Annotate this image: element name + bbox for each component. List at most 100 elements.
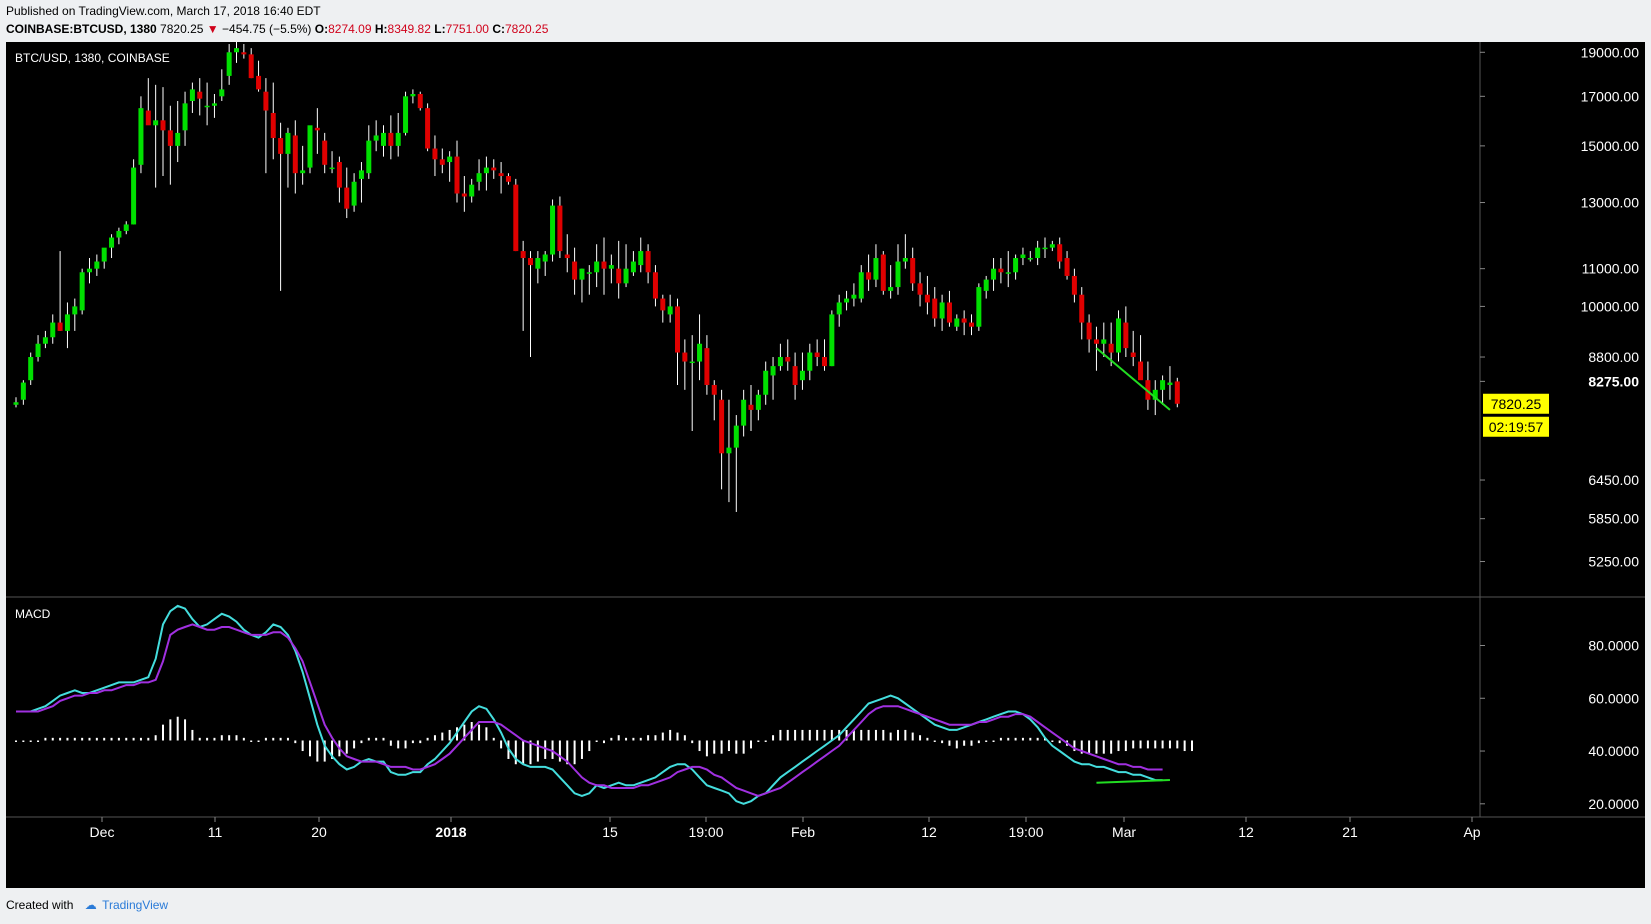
candle-down xyxy=(417,93,423,109)
macd-histogram-bar xyxy=(301,740,304,752)
macd-histogram-bar xyxy=(794,729,797,741)
candle-down xyxy=(344,187,350,209)
macd-histogram-bar xyxy=(59,737,62,741)
candle-up xyxy=(667,306,673,315)
macd-histogram-bar xyxy=(132,737,135,741)
macd-histogram-bar xyxy=(316,740,319,762)
candle-up xyxy=(358,170,364,179)
candle-down xyxy=(719,399,725,454)
time-tick-label: 21 xyxy=(1342,824,1358,840)
candle-down xyxy=(814,352,820,358)
macd-histogram-bar xyxy=(463,724,466,741)
candle-down xyxy=(241,52,247,55)
tradingview-logo-icon[interactable]: ☁ xyxy=(84,898,97,912)
candle-up xyxy=(991,268,997,280)
macd-histogram-bar xyxy=(1021,737,1024,741)
candle-up xyxy=(542,254,548,262)
macd-histogram-bar xyxy=(705,740,708,757)
chart-background xyxy=(6,42,1645,888)
macd-histogram-bar xyxy=(95,737,98,741)
macd-histogram-bar xyxy=(529,740,532,765)
candle-up xyxy=(586,272,592,274)
tradingview-brand[interactable]: TradingView xyxy=(102,898,169,912)
time-tick-label: Mar xyxy=(1112,824,1136,840)
candle-down xyxy=(961,318,967,323)
candle-up xyxy=(123,224,129,231)
candle-down xyxy=(601,261,607,269)
macd-histogram-bar xyxy=(522,740,525,765)
macd-histogram-bar xyxy=(411,740,414,744)
macd-histogram-bar xyxy=(198,737,201,741)
candle-down xyxy=(197,91,203,99)
macd-histogram-bar xyxy=(1102,740,1105,754)
candle-up xyxy=(87,268,92,273)
candle-down xyxy=(248,54,254,79)
macd-histogram-bar xyxy=(1146,740,1149,749)
candle-down xyxy=(880,254,886,291)
macd-histogram-bar xyxy=(419,740,422,744)
macd-histogram-bar xyxy=(985,740,988,742)
macd-pane[interactable]: 80.0000 60.0000 40.0000 20.0000 xyxy=(15,604,1639,812)
macd-histogram-bar xyxy=(603,740,605,744)
candle-down xyxy=(336,162,342,188)
macd-histogram-bar xyxy=(191,729,194,741)
macd-histogram-bar xyxy=(1161,740,1164,749)
last-price: 7820.25 xyxy=(160,22,204,36)
candle-up xyxy=(902,258,908,262)
macd-histogram-bar xyxy=(213,737,216,741)
price-pane-title: BTC/USD, 1380, COINBASE xyxy=(15,51,170,65)
candle-up xyxy=(116,230,122,238)
price-pane[interactable]: 19000.00 17000.00 15000.00 13000.00 11000.00… xyxy=(6,42,1645,817)
macd-histogram-bar xyxy=(1139,740,1142,749)
time-tick-label: 12 xyxy=(1238,824,1254,840)
candle-up xyxy=(630,261,636,273)
macd-histogram-bar xyxy=(727,740,730,752)
candle-up xyxy=(888,287,894,291)
candle-down xyxy=(528,258,533,266)
candle-up xyxy=(20,382,26,400)
candle-down xyxy=(461,193,467,197)
macd-histogram-bar xyxy=(15,740,17,742)
candle-down xyxy=(1057,244,1063,262)
candle-up xyxy=(638,251,644,266)
candle-up xyxy=(28,357,34,381)
candle-up xyxy=(189,89,195,102)
macd-histogram-bar xyxy=(345,740,348,754)
candle-down xyxy=(822,357,827,367)
price-trendline xyxy=(1095,347,1171,411)
macd-histogram-bar xyxy=(139,737,142,741)
macd-histogram-bar xyxy=(514,740,517,765)
time-axis[interactable]: Dec 11 20 2018 15 19:00 Feb 12 19:00 Mar 12 21 Ap xyxy=(6,816,1645,840)
macd-histogram-bar xyxy=(955,740,958,749)
macd-histogram-bar xyxy=(691,740,694,744)
macd-histogram-bar xyxy=(1051,740,1054,742)
candle-up xyxy=(1116,318,1121,353)
price-tick-label: 8275.00 xyxy=(1588,373,1639,389)
high-value: 8349.82 xyxy=(387,22,431,36)
high-label: H: xyxy=(374,22,388,36)
candle-up xyxy=(138,108,144,165)
macd-histogram-bar xyxy=(206,737,209,741)
chart-area[interactable]: 19000.00 17000.00 15000.00 13000.00 11000.00… xyxy=(6,42,1645,888)
macd-histogram-bar xyxy=(176,716,179,741)
macd-histogram-bar xyxy=(544,740,547,759)
candle-up xyxy=(983,279,989,291)
macd-histogram-bar xyxy=(235,735,238,741)
macd-histogram-bar xyxy=(963,740,966,746)
price-tick-label: 19000.00 xyxy=(1581,44,1640,60)
candle-down xyxy=(454,156,460,194)
macd-histogram-bar xyxy=(698,740,701,752)
time-tick-label: 15 xyxy=(602,824,618,840)
macd-histogram-bar xyxy=(580,740,583,759)
candle-down xyxy=(660,298,666,311)
candle-down xyxy=(432,148,438,160)
macd-histogram-bar xyxy=(772,735,775,741)
macd-histogram-bar xyxy=(897,729,899,741)
macd-trendline xyxy=(1096,779,1170,784)
candle-up xyxy=(594,261,600,273)
macd-histogram-bar xyxy=(389,740,392,746)
macd-histogram-bar xyxy=(29,740,32,742)
macd-histogram-bar xyxy=(272,737,275,741)
macd-histogram-bar xyxy=(654,735,657,741)
macd-histogram-bar xyxy=(941,740,944,744)
